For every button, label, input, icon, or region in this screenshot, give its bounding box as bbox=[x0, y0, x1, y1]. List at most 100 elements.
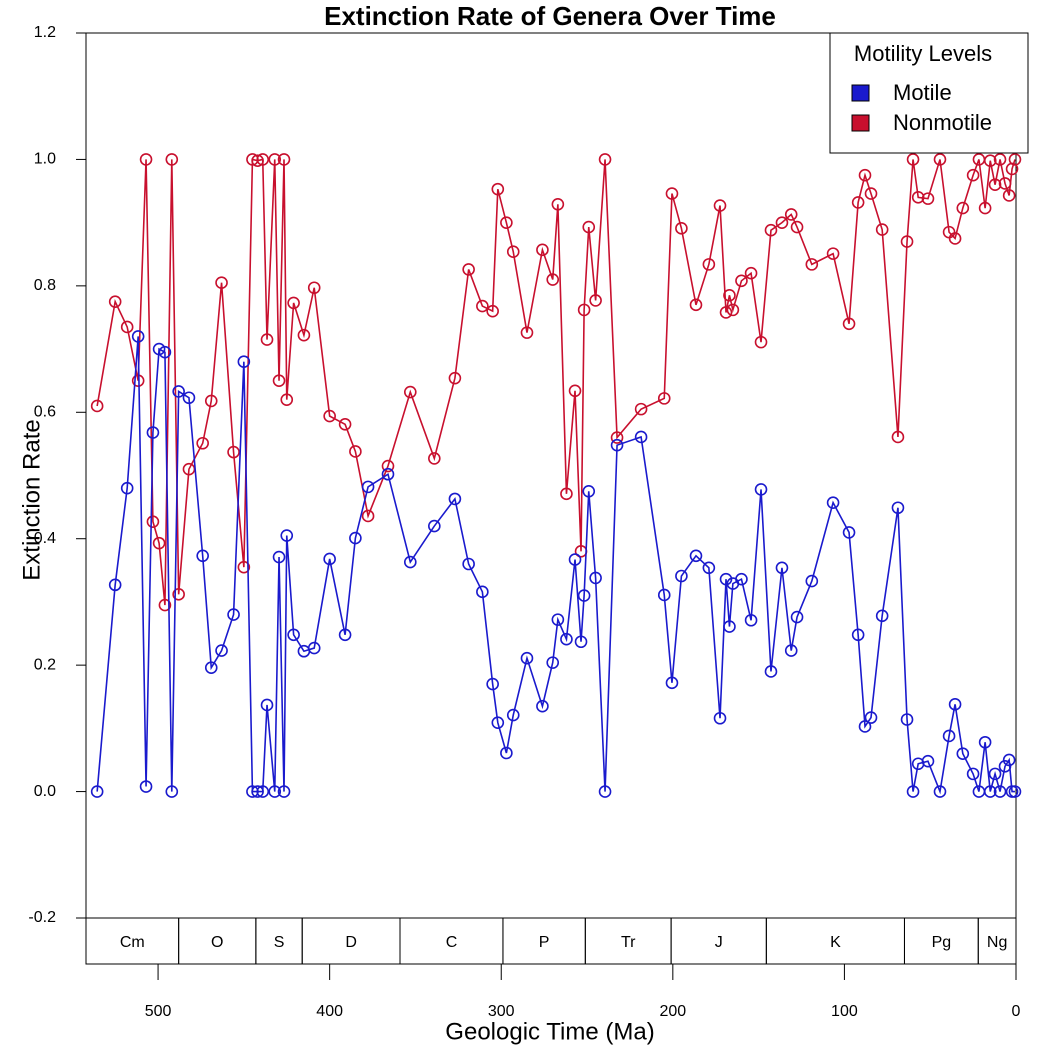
data-point bbox=[675, 569, 688, 583]
data-point bbox=[657, 588, 671, 602]
data-point bbox=[574, 635, 588, 649]
data-point bbox=[462, 557, 475, 571]
data-point bbox=[754, 335, 768, 349]
data-point bbox=[338, 417, 352, 431]
data-point bbox=[323, 409, 336, 423]
data-point bbox=[349, 531, 362, 545]
y-tick-label: 0.4 bbox=[34, 530, 56, 547]
period-label: Ng bbox=[987, 934, 1007, 951]
data-point bbox=[146, 515, 160, 528]
data-point bbox=[948, 698, 962, 711]
legend-label: Nonmotile bbox=[893, 110, 992, 135]
data-point bbox=[323, 552, 336, 566]
data-point bbox=[875, 609, 889, 623]
data-point bbox=[891, 501, 905, 515]
data-point bbox=[403, 555, 417, 569]
data-point bbox=[726, 303, 740, 317]
data-point bbox=[842, 317, 856, 331]
data-point bbox=[215, 276, 228, 289]
data-point bbox=[139, 153, 153, 166]
data-point bbox=[520, 326, 534, 339]
data-point bbox=[851, 196, 865, 209]
data-point bbox=[998, 177, 1012, 190]
data-point bbox=[520, 651, 534, 665]
data-point bbox=[723, 289, 736, 302]
x-tick-label: 100 bbox=[831, 1003, 858, 1020]
x-tick-label: 0 bbox=[1012, 1003, 1021, 1020]
data-point bbox=[702, 258, 716, 271]
data-point bbox=[227, 445, 240, 459]
data-point bbox=[491, 716, 505, 729]
period-label: P bbox=[539, 934, 550, 951]
data-point bbox=[702, 561, 716, 575]
data-point bbox=[719, 572, 733, 586]
data-point bbox=[875, 223, 889, 236]
data-point bbox=[277, 785, 291, 798]
data-point bbox=[349, 445, 362, 458]
data-point bbox=[196, 436, 209, 450]
data-point bbox=[582, 220, 596, 234]
data-point bbox=[237, 560, 251, 574]
data-point bbox=[864, 711, 878, 724]
data-point bbox=[260, 698, 274, 712]
data-point bbox=[448, 371, 462, 385]
data-point bbox=[805, 258, 819, 271]
legend-label: Motile bbox=[893, 80, 952, 105]
data-point bbox=[906, 153, 920, 166]
data-point bbox=[657, 392, 671, 405]
data-point bbox=[506, 708, 520, 722]
y-tick-label: -0.2 bbox=[28, 909, 56, 926]
data-point bbox=[754, 483, 768, 496]
data-point bbox=[634, 430, 648, 444]
data-point bbox=[784, 208, 798, 221]
data-point bbox=[204, 661, 218, 674]
data-point bbox=[215, 644, 228, 657]
data-point bbox=[204, 394, 218, 408]
data-point bbox=[280, 529, 294, 542]
x-tick-label: 300 bbox=[488, 1003, 515, 1020]
data-point bbox=[790, 220, 804, 234]
data-point bbox=[956, 747, 970, 760]
data-point bbox=[551, 198, 565, 211]
data-point bbox=[491, 182, 505, 196]
period-label: K bbox=[830, 934, 841, 951]
data-point bbox=[172, 385, 185, 398]
data-point bbox=[948, 232, 962, 245]
period-label: C bbox=[446, 934, 458, 951]
data-point bbox=[500, 216, 513, 229]
data-point bbox=[1008, 153, 1022, 166]
period-label: S bbox=[274, 934, 285, 951]
data-point bbox=[966, 767, 980, 781]
data-point bbox=[577, 303, 591, 317]
data-point bbox=[735, 572, 748, 586]
data-point bbox=[297, 328, 311, 342]
data-point bbox=[428, 519, 441, 533]
data-point bbox=[131, 330, 145, 343]
data-point bbox=[287, 628, 300, 642]
data-point bbox=[735, 274, 748, 288]
data-point bbox=[506, 245, 520, 259]
data-point bbox=[428, 452, 441, 465]
legend-swatch bbox=[851, 114, 870, 132]
y-tick-label: 0.6 bbox=[34, 404, 56, 421]
data-point bbox=[665, 676, 679, 690]
data-point bbox=[983, 154, 997, 167]
data-point bbox=[764, 665, 778, 678]
data-point bbox=[146, 426, 160, 439]
data-point bbox=[560, 487, 573, 501]
data-point bbox=[361, 480, 375, 494]
data-point bbox=[381, 459, 395, 473]
data-point bbox=[139, 780, 153, 793]
data-point bbox=[891, 430, 905, 444]
data-point bbox=[165, 785, 179, 798]
data-point bbox=[764, 223, 778, 237]
data-point bbox=[933, 785, 947, 798]
data-point bbox=[500, 746, 513, 760]
data-point bbox=[582, 485, 596, 498]
data-point bbox=[858, 720, 872, 733]
y-tick-label: 1.0 bbox=[34, 151, 56, 168]
data-point bbox=[196, 549, 209, 563]
chart-title: Extinction Rate of Genera Over Time bbox=[324, 1, 776, 31]
data-point bbox=[268, 785, 282, 798]
data-point bbox=[1002, 189, 1016, 202]
